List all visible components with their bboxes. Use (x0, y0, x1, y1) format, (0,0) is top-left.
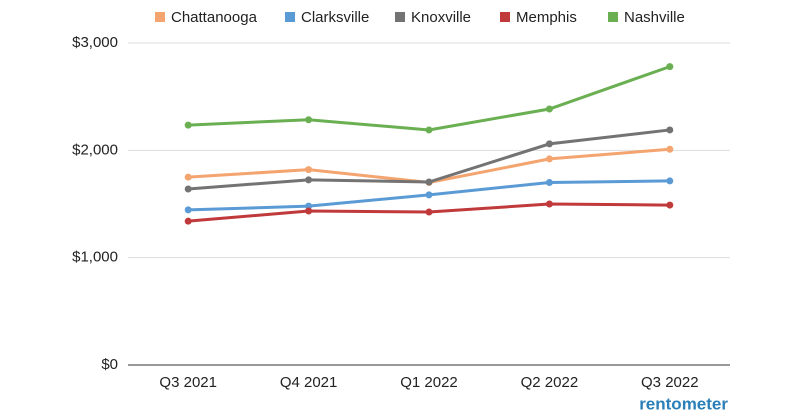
series-line (188, 147, 670, 185)
x-tick-label: Q4 2021 (280, 374, 338, 391)
x-tick-label: Q1 2022 (400, 374, 458, 391)
point (184, 173, 192, 181)
point (666, 177, 674, 185)
legend-swatch (155, 12, 165, 22)
legend-label: Nashville (624, 9, 685, 26)
point (425, 178, 433, 186)
point (425, 191, 433, 199)
legend-label: Chattanooga (171, 9, 258, 26)
series-line (188, 65, 671, 132)
point (545, 179, 553, 187)
point (666, 201, 674, 209)
point (545, 155, 553, 163)
x-tick-label: Q2 2022 (521, 374, 579, 391)
point (305, 176, 313, 184)
legend-swatch (395, 12, 405, 22)
point (305, 166, 313, 174)
point (545, 200, 553, 208)
point (425, 126, 433, 134)
point (184, 217, 192, 225)
legend-swatch (608, 12, 618, 22)
point (305, 116, 313, 124)
legend-label: Knoxville (411, 9, 471, 26)
point (184, 185, 192, 193)
point (305, 202, 313, 210)
point (184, 206, 192, 214)
x-tick-label: Q3 2022 (641, 374, 699, 391)
legend-swatch (500, 12, 510, 22)
point (666, 145, 674, 153)
y-tick-label: $2,000 (72, 141, 118, 158)
point (666, 63, 674, 71)
legend-label: Clarksville (301, 9, 369, 26)
watermark: rentometer (639, 394, 728, 413)
point (545, 105, 553, 113)
point (184, 121, 192, 129)
y-tick-label: $3,000 (72, 34, 118, 51)
legend-swatch (285, 12, 295, 22)
point (545, 140, 553, 148)
y-tick-label: $1,000 (72, 249, 118, 266)
legend-label: Memphis (516, 9, 577, 26)
point (425, 208, 433, 216)
point (305, 207, 313, 215)
x-tick-label: Q3 2021 (159, 374, 217, 391)
point (666, 126, 674, 134)
y-tick-label: $0 (101, 356, 118, 373)
